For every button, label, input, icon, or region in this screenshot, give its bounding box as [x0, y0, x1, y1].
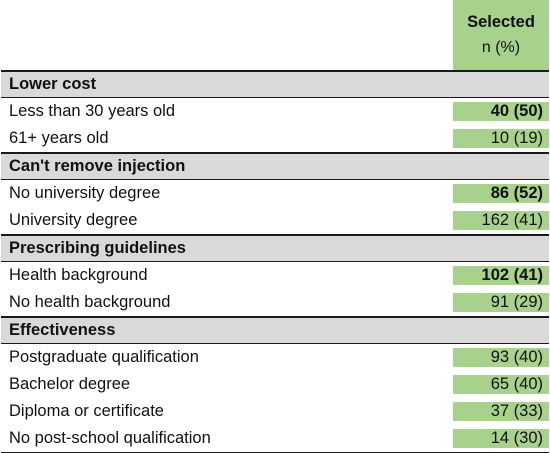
row-label: 61+ years old [9, 129, 109, 147]
selected-header-subtitle: n (%) [481, 39, 521, 56]
row-label: Health background [9, 266, 148, 284]
section-header-effectiveness: Effectiveness [1, 316, 549, 344]
header-spacer [1, 0, 453, 70]
row-value: 102 (41) [453, 266, 549, 285]
table-row: Bachelor degree 65 (40) [1, 371, 549, 398]
selected-header-title: Selected [467, 13, 535, 31]
table-header-row: Selected n (%) [1, 0, 549, 70]
row-label: No university degree [9, 184, 161, 202]
section-title: Lower cost [9, 75, 97, 93]
row-label: Diploma or certificate [9, 402, 164, 420]
row-value: 93 (40) [453, 348, 549, 367]
row-value: 10 (19) [453, 129, 549, 148]
table-row: No health background 91 (29) [1, 289, 549, 316]
row-value: 40 (50) [453, 102, 549, 121]
table-row: No university degree 86 (52) [1, 180, 549, 207]
selected-column-header: Selected n (%) [453, 0, 549, 70]
row-value: 37 (33) [453, 402, 549, 421]
section-title: Prescribing guidelines [9, 239, 186, 257]
section-header-lower-cost: Lower cost [1, 70, 549, 98]
table-row: 61+ years old 10 (19) [1, 125, 549, 152]
table-row: Postgraduate qualification 93 (40) [1, 344, 549, 371]
table-row: Health background 102 (41) [1, 262, 549, 289]
table-row: No post-school qualification 14 (30) [1, 425, 549, 453]
row-label: Bachelor degree [9, 375, 131, 393]
section-title: Effectiveness [9, 321, 116, 339]
section-header-prescribing-guidelines: Prescribing guidelines [1, 234, 549, 262]
row-label: No post-school qualification [9, 429, 211, 447]
section-title: Can't remove injection [9, 157, 186, 175]
section-header-cant-remove-injection: Can't remove injection [1, 152, 549, 180]
row-value: 65 (40) [453, 375, 549, 394]
row-label: Postgraduate qualification [9, 348, 199, 366]
row-value: 14 (30) [453, 429, 549, 448]
row-label: Less than 30 years old [9, 102, 176, 120]
table-row: Less than 30 years old 40 (50) [1, 98, 549, 125]
row-value: 86 (52) [453, 184, 549, 203]
row-label: No health background [9, 293, 171, 311]
row-label: University degree [9, 211, 138, 229]
row-value: 162 (41) [453, 211, 549, 230]
table-row: University degree 162 (41) [1, 207, 549, 234]
row-value: 91 (29) [453, 293, 549, 312]
table-row: Diploma or certificate 37 (33) [1, 398, 549, 425]
